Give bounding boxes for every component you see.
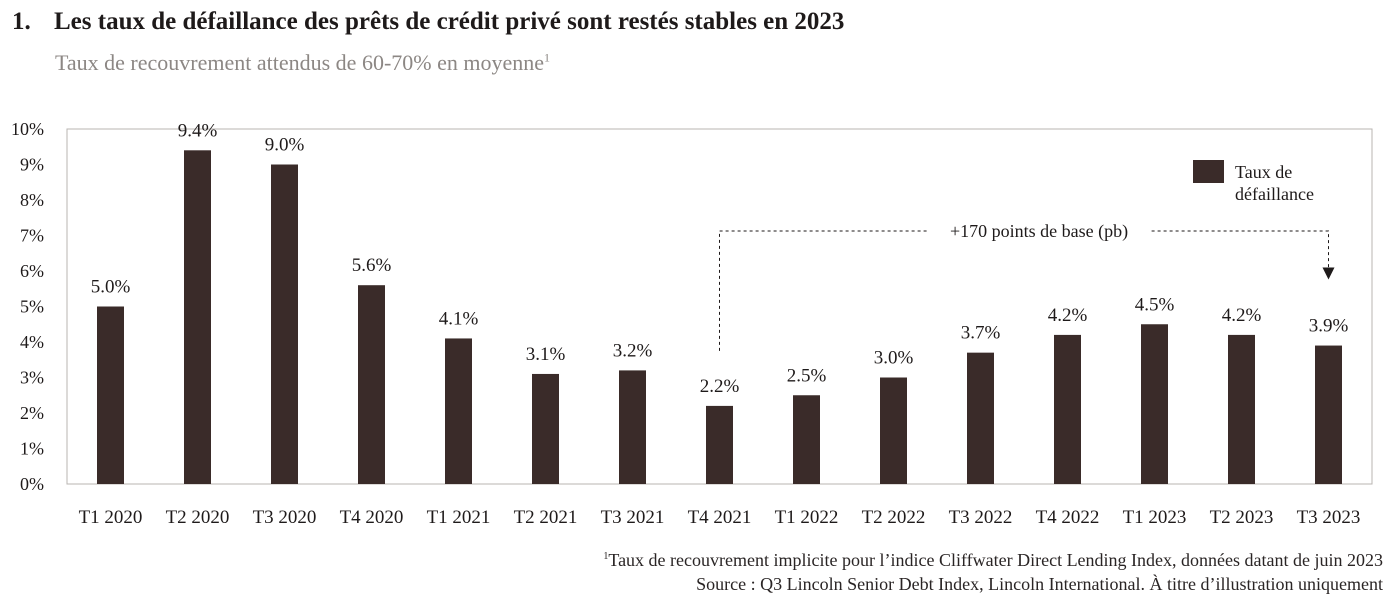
x-tick-label: T4 2022 bbox=[1036, 507, 1100, 528]
bar bbox=[271, 164, 298, 484]
chart-title-text: Les taux de défaillance des prêts de cré… bbox=[54, 8, 845, 35]
y-tick-label: 10% bbox=[11, 119, 44, 139]
x-tick-label: T2 2022 bbox=[862, 507, 926, 528]
x-tick-label: T1 2020 bbox=[79, 507, 143, 528]
legend-swatch bbox=[1193, 160, 1224, 183]
legend-label: Taux de bbox=[1235, 162, 1292, 182]
x-tick-label: T4 2020 bbox=[340, 507, 404, 528]
data-label: 3.1% bbox=[526, 344, 566, 365]
chart-footnotes: 1Taux de recouvrement implicite pour l’i… bbox=[603, 545, 1383, 596]
footnote: 1Taux de recouvrement implicite pour l’i… bbox=[603, 545, 1383, 572]
y-tick-label: 0% bbox=[20, 474, 44, 494]
bar bbox=[1228, 334, 1255, 484]
bar bbox=[706, 405, 733, 484]
data-label: 3.2% bbox=[613, 340, 653, 361]
x-tick-label: T3 2021 bbox=[601, 507, 665, 528]
bar bbox=[1141, 324, 1168, 484]
x-tick-label: T1 2021 bbox=[427, 507, 491, 528]
bar bbox=[445, 338, 472, 484]
y-tick-label: 8% bbox=[20, 190, 44, 210]
annotation-arrow bbox=[1322, 267, 1335, 280]
annotation-label: +170 points de base (pb) bbox=[950, 221, 1128, 242]
data-label: 4.5% bbox=[1135, 294, 1175, 315]
y-tick-label: 1% bbox=[20, 439, 44, 459]
chart-title-block: 1. Les taux de défaillance des prêts de c… bbox=[12, 8, 844, 36]
bar bbox=[97, 306, 124, 484]
data-label: 4.2% bbox=[1048, 305, 1088, 326]
y-tick-label: 6% bbox=[20, 261, 44, 281]
data-label: 3.9% bbox=[1309, 316, 1349, 337]
y-tick-label: 9% bbox=[20, 155, 44, 175]
footnote-mark: 1 bbox=[603, 551, 609, 562]
bar bbox=[880, 377, 907, 484]
subtitle-footnote-mark: 1 bbox=[544, 50, 551, 65]
footnote-text: Taux de recouvrement implicite pour l’in… bbox=[608, 550, 1383, 570]
data-label: 2.2% bbox=[700, 376, 740, 397]
figure-number: 1. bbox=[12, 8, 31, 35]
x-tick-label: T1 2022 bbox=[775, 507, 839, 528]
chart-title: 1. Les taux de défaillance des prêts de c… bbox=[12, 8, 844, 36]
bar bbox=[532, 373, 559, 484]
source-note: Source : Q3 Lincoln Senior Debt Index, L… bbox=[696, 574, 1383, 594]
bar bbox=[793, 395, 820, 484]
bar bbox=[967, 352, 994, 484]
chart-subtitle-text: Taux de recouvrement attendus de 60-70% … bbox=[55, 50, 545, 75]
x-tick-label: T3 2020 bbox=[253, 507, 317, 528]
x-tick-label: T4 2021 bbox=[688, 507, 752, 528]
data-label: 4.2% bbox=[1222, 305, 1262, 326]
data-label: 2.5% bbox=[787, 365, 827, 386]
x-tick-label: T3 2022 bbox=[949, 507, 1013, 528]
data-label: 5.0% bbox=[91, 277, 131, 298]
data-label: 9.4% bbox=[178, 120, 218, 141]
x-tick-label: T2 2023 bbox=[1210, 507, 1274, 528]
bar bbox=[358, 285, 385, 484]
y-tick-label: 5% bbox=[20, 297, 44, 317]
y-tick-label: 7% bbox=[20, 226, 44, 246]
data-label: 5.6% bbox=[352, 255, 392, 276]
data-label: 4.1% bbox=[439, 308, 479, 329]
bar bbox=[184, 150, 211, 485]
x-tick-label: T1 2023 bbox=[1123, 507, 1187, 528]
x-tick-label: T3 2023 bbox=[1297, 507, 1361, 528]
bar bbox=[619, 370, 646, 484]
bar bbox=[1054, 334, 1081, 484]
bar bbox=[1315, 345, 1342, 484]
annotation-bracket bbox=[719, 230, 1329, 351]
y-tick-label: 3% bbox=[20, 368, 44, 388]
data-label: 9.0% bbox=[265, 135, 305, 156]
legend-label: défaillance bbox=[1235, 184, 1314, 204]
annotation-label-bg bbox=[929, 217, 1149, 243]
data-label: 3.7% bbox=[961, 323, 1001, 344]
x-tick-label: T2 2020 bbox=[166, 507, 230, 528]
data-label: 3.0% bbox=[874, 348, 914, 369]
chart-subtitle: Taux de recouvrement attendus de 60-70% … bbox=[55, 50, 550, 76]
y-tick-label: 4% bbox=[20, 332, 44, 352]
y-tick-label: 2% bbox=[20, 403, 44, 423]
x-tick-label: T2 2021 bbox=[514, 507, 578, 528]
